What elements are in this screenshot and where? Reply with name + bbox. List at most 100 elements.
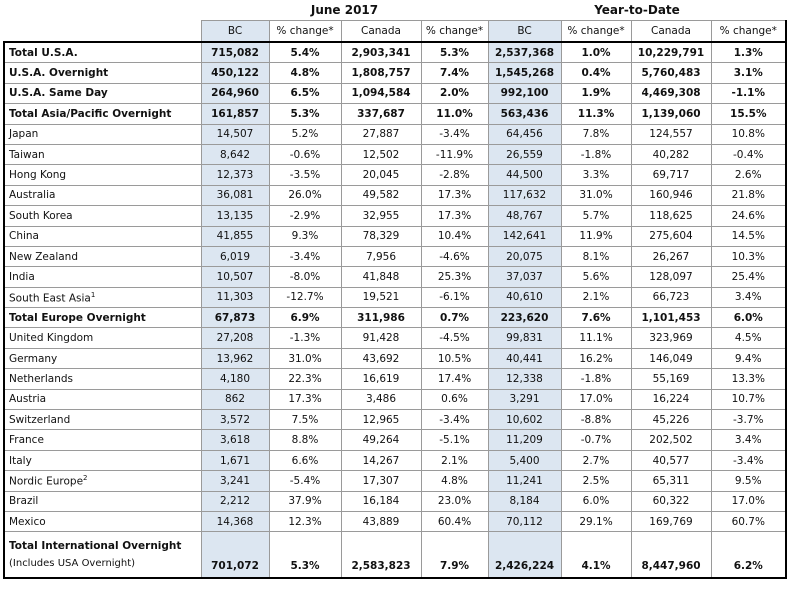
value-cell: 49,264: [340, 429, 422, 451]
value-cell: 32,955: [340, 205, 422, 227]
value-cell: 3.4%: [710, 429, 787, 451]
value-cell: 2,212: [200, 490, 270, 512]
value-cell: -3.4%: [420, 409, 489, 431]
value-cell: 20,045: [340, 164, 422, 186]
table-row: China 41,855 9.3% 78,329 10.4% 142,641 11.9% 27…: [3, 225, 787, 247]
row-label-cell: South East Asia1: [3, 286, 202, 309]
value-cell: 12.3%: [268, 510, 342, 533]
value-cell: 1,094,584: [340, 82, 422, 105]
blank-cell: [4, 21, 201, 43]
column-header: Canada: [630, 20, 712, 43]
value-cell: 49,582: [340, 184, 422, 207]
row-label-cell: United Kingdom: [3, 327, 202, 349]
table-row: Switzerland 3,572 7.5% 12,965 -3.4% 10,602 -8.…: [3, 409, 787, 431]
row-label-cell: France: [3, 429, 202, 451]
table-row: U.S.A. Same Day 264,960 6.5% 1,094,584 2.0% 9…: [3, 82, 787, 105]
value-cell: 6.6%: [268, 449, 342, 472]
value-cell: 10.7%: [710, 388, 787, 411]
value-cell: 8.1%: [560, 245, 632, 268]
value-cell: -3.4%: [268, 245, 342, 268]
value-cell: 60.4%: [420, 510, 489, 533]
row-label-cell: Switzerland: [3, 409, 202, 431]
blank-cell: [4, 0, 201, 21]
value-cell: 1.9%: [560, 82, 632, 105]
value-cell: 5.3%: [420, 41, 489, 64]
value-cell: -1.8%: [560, 143, 632, 166]
value-cell: 9.3%: [268, 225, 342, 247]
value-cell: 67,873: [200, 307, 270, 329]
value-cell: 9.4%: [710, 347, 787, 370]
value-cell: -2.9%: [268, 205, 342, 227]
table-row: Hong Kong 12,373 -3.5% 20,045 -2.8% 44,500 3.3…: [3, 164, 787, 186]
value-cell: -5.4%: [268, 470, 342, 492]
value-cell: 5.4%: [268, 41, 342, 64]
table-row: Nordic Europe2 3,241 -5.4% 17,307 4.8% 11,241…: [3, 470, 787, 492]
row-label: Mexico: [9, 515, 46, 528]
value-cell: -3.7%: [710, 409, 787, 431]
row-label-cell: Total Europe Overnight: [3, 307, 202, 329]
value-cell: 31.0%: [268, 347, 342, 370]
table-row: Total Asia/Pacific Overnight 161,857 5.3% 3…: [3, 103, 787, 125]
value-cell: 2.1%: [560, 286, 632, 309]
value-cell: 862: [200, 388, 270, 411]
value-cell: 7.9%: [420, 531, 489, 580]
value-cell: 5.3%: [268, 531, 342, 580]
value-cell: 311,986: [340, 307, 422, 329]
value-cell: 2.7%: [560, 449, 632, 472]
column-header: % change*: [710, 20, 787, 43]
value-cell: 5.7%: [560, 205, 632, 227]
table-row: United Kingdom 27,208 -1.3% 91,428 -4.5% 99,8…: [3, 327, 787, 349]
row-label: Nordic Europe: [9, 475, 84, 488]
value-cell: 4.8%: [420, 470, 489, 492]
value-cell: 3,572: [200, 409, 270, 431]
value-cell: 264,960: [200, 82, 270, 105]
table-row: U.S.A. Overnight 450,122 4.8% 1,808,757 7.4%…: [3, 62, 787, 84]
row-label: Japan: [9, 128, 39, 141]
tourism-table: June 2017 Year-to-Date BC% change* Canada% …: [3, 0, 787, 580]
value-cell: 5,760,483: [630, 62, 712, 84]
row-label: Total U.S.A.: [9, 46, 78, 59]
row-label: Hong Kong: [9, 169, 67, 182]
value-cell: 3,241: [200, 470, 270, 492]
row-label-cell: U.S.A. Overnight: [3, 62, 202, 84]
value-cell: -3.5%: [268, 164, 342, 186]
value-cell: 4,469,308: [630, 82, 712, 105]
value-cell: 11.0%: [420, 103, 489, 125]
value-cell: 11,303: [200, 286, 270, 309]
table-row: South Korea 13,135 -2.9% 32,955 17.3% 48,767 5…: [3, 205, 787, 227]
group-header: June 2017: [310, 3, 379, 17]
value-cell: 6.9%: [268, 307, 342, 329]
value-cell: 202,502: [630, 429, 712, 451]
value-cell: 13,135: [200, 205, 270, 227]
value-cell: 5.2%: [268, 123, 342, 145]
value-cell: 60,322: [630, 490, 712, 512]
value-cell: 11.1%: [560, 327, 632, 349]
row-label-cell: Hong Kong: [3, 164, 202, 186]
row-label-cell: Total U.S.A.: [3, 41, 202, 64]
column-header: Canada: [340, 20, 422, 43]
value-cell: 26,267: [630, 245, 712, 268]
value-cell: 17.4%: [420, 368, 489, 390]
value-cell: 70,112: [487, 510, 562, 533]
group-header: Year-to-Date: [594, 3, 680, 17]
value-cell: 2,903,341: [340, 41, 422, 64]
value-cell: 64,456: [487, 123, 562, 145]
value-cell: 16,224: [630, 388, 712, 411]
row-label-cell: Brazil: [3, 490, 202, 512]
value-cell: 13.3%: [710, 368, 787, 390]
value-cell: 27,208: [200, 327, 270, 349]
value-cell: 41,855: [200, 225, 270, 247]
value-cell: 7.6%: [560, 307, 632, 329]
value-cell: 12,373: [200, 164, 270, 186]
value-cell: 40,577: [630, 449, 712, 472]
row-label-cell: Netherlands: [3, 368, 202, 390]
value-cell: 563,436: [487, 103, 562, 125]
row-label-cell: Total International Overnight (Includes U…: [3, 531, 202, 580]
row-label: U.S.A. Overnight: [9, 67, 109, 80]
value-cell: 78,329: [340, 225, 422, 247]
value-cell: 11.9%: [560, 225, 632, 247]
value-cell: 99,831: [487, 327, 562, 349]
value-cell: 5.3%: [268, 103, 342, 125]
value-cell: 160,946: [630, 184, 712, 207]
value-cell: 4.8%: [268, 62, 342, 84]
